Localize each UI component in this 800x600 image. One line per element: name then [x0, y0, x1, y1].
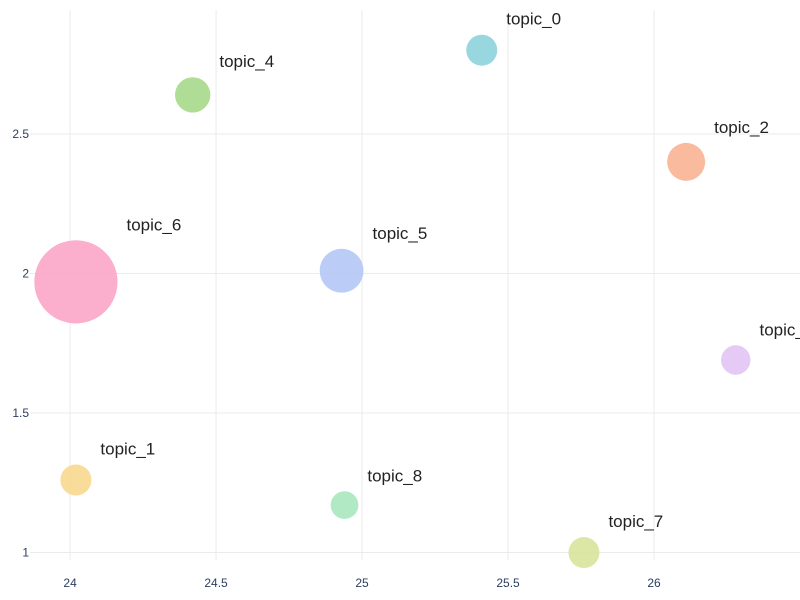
x-tick-label: 24.5 — [204, 576, 228, 590]
x-axis-ticks: 24 24.5 25 25.5 26 — [63, 576, 661, 590]
y-tick-label: 2 — [22, 266, 29, 280]
bubble-label: topic_5 — [373, 224, 428, 243]
bubble-topic-6[interactable] — [34, 240, 118, 324]
bubble-topic-7[interactable] — [568, 537, 600, 569]
x-tick-label: 25 — [355, 576, 369, 590]
bubble-labels: topic_0 topic_1 topic_2 topic_3 topic_4topic… — [100, 10, 800, 531]
bubble-label: topic_1 — [100, 440, 155, 459]
bubble-topic-0[interactable] — [466, 34, 498, 66]
x-tick-label: 24 — [63, 576, 77, 590]
x-tick-label: 25.5 — [496, 576, 520, 590]
bubble-label: topic_0 — [506, 10, 561, 29]
x-gridlines — [69, 10, 655, 560]
y-axis-ticks: 1 1.5 2 2.5 — [12, 127, 29, 560]
bubble-topic-2[interactable] — [667, 142, 706, 181]
bubble-topic-5[interactable] — [319, 248, 364, 293]
x-tick-label: 26 — [647, 576, 661, 590]
bubble-label: topic_8 — [367, 466, 422, 485]
y-tick-label: 1.5 — [12, 406, 29, 420]
y-tick-label: 2.5 — [12, 127, 29, 141]
bubble-topic-8[interactable] — [330, 491, 359, 519]
bubble-label: topic_3 — [759, 320, 800, 339]
bubble-label: topic_6 — [127, 215, 182, 234]
y-gridlines — [30, 133, 800, 554]
bubble-topic-1[interactable] — [60, 464, 92, 496]
bubble-label: topic_2 — [714, 118, 769, 137]
bubble-label: topic_4 — [219, 52, 274, 71]
bubble-topic-3[interactable] — [721, 345, 751, 375]
bubble-label: topic_7 — [608, 512, 663, 531]
y-tick-label: 1 — [22, 546, 29, 560]
bubble-topic-4[interactable] — [175, 77, 211, 113]
bubbles — [34, 34, 751, 569]
